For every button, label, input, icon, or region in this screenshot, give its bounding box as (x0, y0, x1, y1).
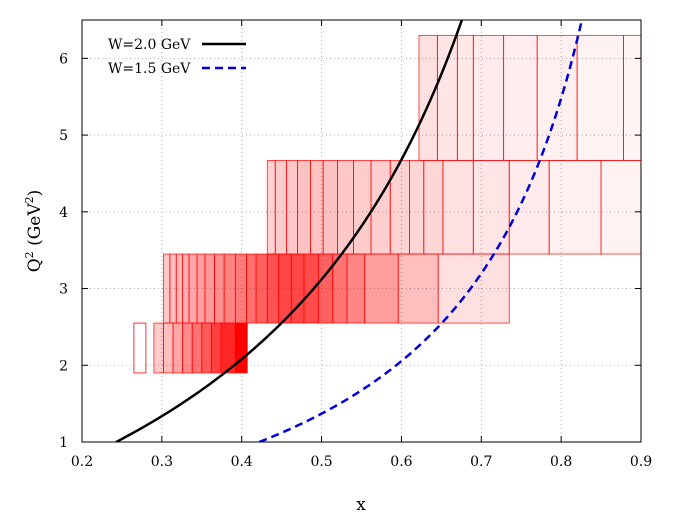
kinematic-bin (623, 34, 642, 161)
kinematic-bin (442, 160, 474, 255)
y-axis-title-unit-close: ) (25, 190, 45, 197)
kinematic-bin (182, 253, 190, 324)
x-tick-label: 0.4 (231, 454, 253, 470)
x-tick-label: 0.5 (310, 454, 332, 470)
kinematic-bin (436, 34, 458, 161)
kinematic-bin (246, 253, 257, 324)
y-tick-label: 6 (59, 51, 68, 67)
series-line-w-1-5-gev (258, 20, 584, 442)
x-tick-label: 0.8 (550, 454, 572, 470)
y-axis-title-unit-exponent: 2 (23, 196, 36, 203)
x-tick-label: 0.7 (470, 454, 492, 470)
kinematic-bin (576, 34, 624, 161)
legend-label: W=2.0 GeV (108, 37, 191, 53)
kinematic-bin (172, 322, 184, 374)
kinematic-bin (163, 253, 171, 324)
kinematic-bin (397, 253, 439, 324)
kinematic-bin (278, 253, 292, 324)
plot-frame (81, 19, 642, 443)
kinematic-bin (353, 160, 372, 255)
y-tick-label: 4 (59, 205, 68, 221)
kinematic-bin (548, 160, 602, 255)
y-tick-label: 2 (59, 358, 68, 374)
kinematic-bin (196, 253, 206, 324)
x-tick-label: 0.2 (71, 454, 93, 470)
kinematic-bin (600, 160, 642, 255)
kinematic-bin (472, 160, 510, 255)
kinematic-bin (346, 253, 366, 324)
kinematic-bin (536, 34, 578, 161)
kinematic-bin (234, 253, 247, 324)
y-tick-label: 1 (59, 435, 68, 451)
kinematic-bin (309, 160, 324, 255)
y-tick-label: 3 (59, 282, 68, 298)
kinematic-bin (210, 322, 222, 374)
kinematic-bin (508, 160, 550, 255)
kinematic-bin (188, 253, 198, 324)
kinematic-bin (266, 160, 276, 255)
kinematic-bin (266, 253, 279, 324)
kinematic-bin (423, 160, 444, 255)
legend: W=2.0 GeV W=1.5 GeV (108, 37, 246, 77)
kinematic-bin (303, 253, 319, 324)
y-tick-label: 5 (59, 128, 68, 144)
series-line-w-2-0-gev (115, 20, 464, 442)
kinematic-bin (317, 253, 334, 324)
kinematic-bin (364, 253, 399, 324)
kinematic-bin (409, 160, 425, 255)
kinematic-bin (297, 160, 311, 255)
kinematic-bin (175, 253, 184, 324)
kinematic-bin (182, 322, 193, 374)
kinematic-bin (204, 253, 215, 324)
x-tick-label: 0.9 (630, 454, 652, 470)
legend-label: W=1.5 GeV (108, 61, 191, 77)
kinematic-bin (418, 34, 438, 161)
kinematic-bin (274, 160, 287, 255)
kinematic-bin (437, 253, 510, 324)
kinematic-bin (201, 322, 212, 374)
kinematic-bin (255, 253, 268, 324)
kinematic-bin (234, 322, 248, 374)
kinematic-bin (133, 322, 147, 374)
kinematic-bin (322, 160, 338, 255)
x-tick-label: 0.3 (151, 454, 173, 470)
x-axis-title: x (356, 495, 366, 515)
ticks: 0.2 0.3 0.4 0.5 0.6 0.7 0.8 0.9 1 2 3 4 5 6 (59, 20, 652, 470)
y-axis-title-q-exponent: 2 (23, 251, 36, 258)
kinematic-bin (472, 34, 505, 161)
bins-layer (133, 34, 642, 374)
kinematic-bin (153, 322, 164, 374)
kinematic-bin (286, 160, 299, 255)
kinematic-bin (163, 322, 174, 374)
kinematic-bin (169, 253, 177, 324)
y-axis-title-q: Q (25, 258, 45, 272)
kinematic-bin (223, 253, 236, 324)
kinematic-bin (456, 34, 474, 161)
x-tick-label: 0.6 (390, 454, 412, 470)
y-axis-title-unit-open: (GeV (25, 203, 45, 252)
y-axis-title: Q2 (GeV2) (23, 190, 45, 273)
kinematic-bin (214, 253, 225, 324)
kinematic-bin (191, 322, 203, 374)
kinematic-bin (503, 34, 538, 161)
curves-layer (115, 20, 584, 442)
